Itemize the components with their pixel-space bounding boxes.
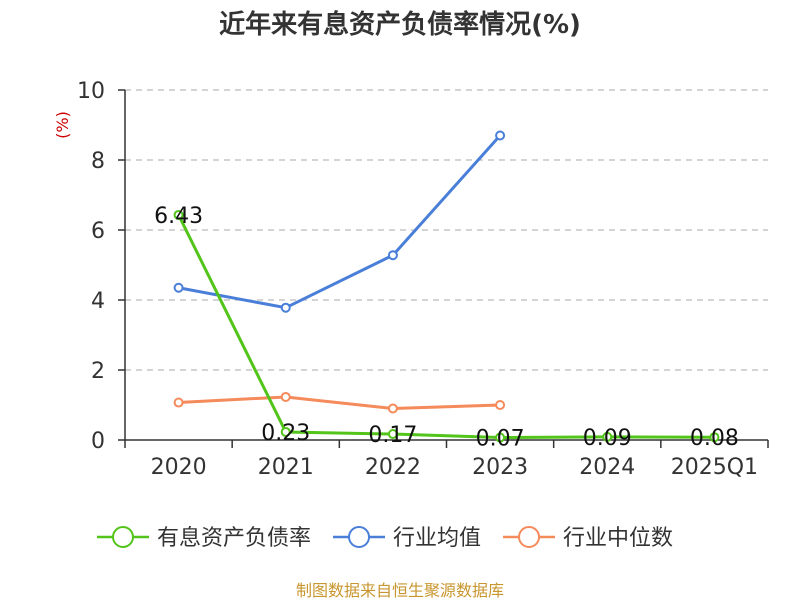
legend-label: 行业均值 xyxy=(393,526,481,551)
series-line xyxy=(178,395,501,410)
data-point xyxy=(709,432,720,443)
data-point xyxy=(387,429,398,440)
data-point xyxy=(387,403,398,414)
data-label: 6.43 xyxy=(154,204,203,229)
legend-marker xyxy=(112,526,134,548)
x-tick-label: 2025Q1 xyxy=(671,455,758,480)
x-tick-label: 2024 xyxy=(579,455,635,480)
legend-label: 行业中位数 xyxy=(563,526,673,551)
data-point xyxy=(280,302,291,313)
data-point xyxy=(495,400,506,410)
series-line xyxy=(178,134,502,310)
legend-marker xyxy=(518,526,541,548)
x-tick-label: 2020 xyxy=(151,455,207,480)
data-point xyxy=(387,250,398,261)
data-point xyxy=(495,432,506,443)
legend: 有息资产负债率 行业均值 行业中位数 xyxy=(97,526,673,551)
data-label: 0.07 xyxy=(476,427,525,452)
data-point xyxy=(173,209,184,220)
source-note: 制图数据来自恒生聚源数据库 xyxy=(296,581,504,600)
data-point xyxy=(173,282,184,293)
data-point xyxy=(602,431,613,442)
y-tick-label: 4 xyxy=(91,289,105,314)
legend-marker xyxy=(348,526,371,548)
data-point xyxy=(280,426,291,437)
series-layer: 6.43 0.23 0.17 0.07 0.09 0.08 xyxy=(154,130,739,452)
data-point xyxy=(495,130,506,141)
grid xyxy=(125,89,768,371)
y-axis-unit: (%) xyxy=(53,111,72,139)
x-tick-label: 2021 xyxy=(258,455,314,480)
legend-label: 有息资产负债率 xyxy=(157,526,311,551)
data-point xyxy=(173,397,184,408)
y-tick-label: 6 xyxy=(91,219,105,244)
data-label: 0.17 xyxy=(368,423,417,448)
data-label: 0.09 xyxy=(583,426,632,451)
axes: 0 2 4 6 8 10 2020 2021 2022 2023 2024 2025Q1 xyxy=(77,79,769,480)
chart-title: 近年来有息资产负债率情况(%) xyxy=(219,9,581,40)
data-point xyxy=(280,391,291,402)
y-tick-label: 8 xyxy=(91,149,105,174)
y-tick-label: 10 xyxy=(77,79,105,104)
x-tick-label: 2023 xyxy=(472,455,528,480)
data-label: 0.08 xyxy=(690,426,739,451)
y-tick-label: 2 xyxy=(91,359,105,384)
series-line xyxy=(177,214,715,440)
x-tick-label: 2022 xyxy=(365,455,421,480)
y-tick-label: 0 xyxy=(91,429,105,454)
data-label: 0.23 xyxy=(261,421,310,446)
